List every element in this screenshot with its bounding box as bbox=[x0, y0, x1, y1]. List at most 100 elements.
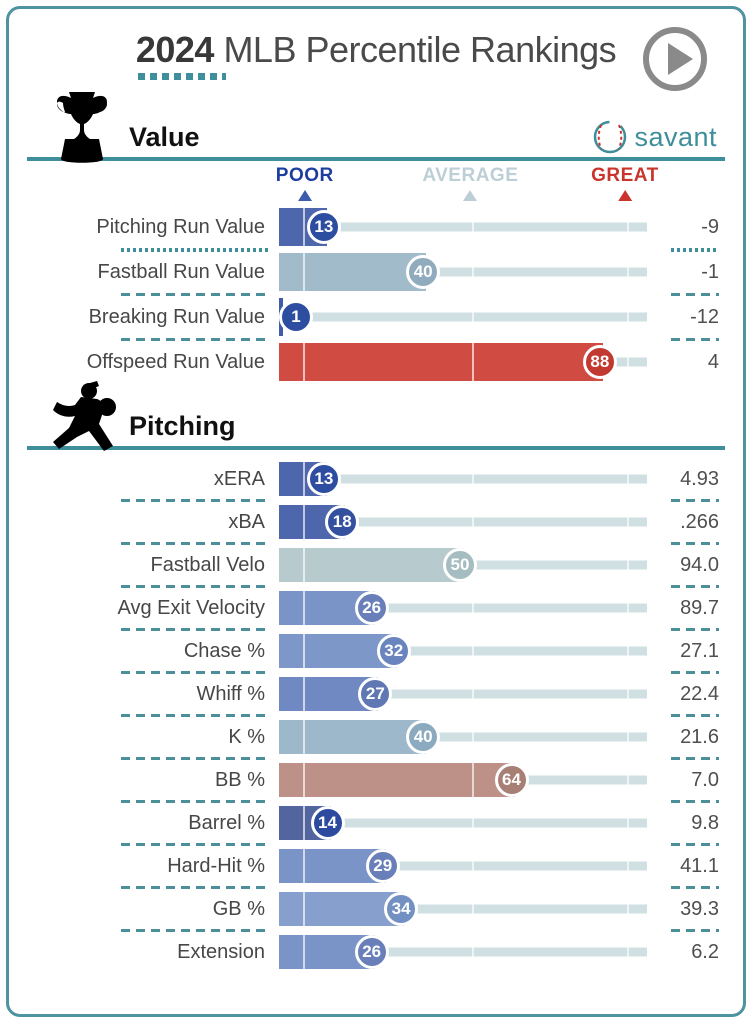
percentile-bar[interactable]: 40 bbox=[279, 718, 647, 756]
bar-track bbox=[279, 267, 647, 277]
row-separator bbox=[33, 670, 719, 675]
percentile-badge: 26 bbox=[354, 591, 389, 625]
percentile-badge: 14 bbox=[310, 806, 345, 840]
percentile-bar[interactable]: 32 bbox=[279, 632, 647, 670]
row-label: Fastball Velo bbox=[150, 553, 265, 576]
bar-track bbox=[279, 222, 647, 232]
row-label: Barrel % bbox=[188, 811, 265, 834]
row-separator bbox=[33, 498, 719, 503]
percentile-bar[interactable]: 26 bbox=[279, 933, 647, 971]
percentile-bar[interactable]: 1 bbox=[279, 297, 647, 337]
percentile-bar[interactable]: 64 bbox=[279, 761, 647, 799]
metric-row-avg-exit-velocity: Avg Exit Velocity 26 89.7 bbox=[33, 589, 719, 627]
percentile-badge: 1 bbox=[279, 300, 313, 334]
metric-row-bb-pct: BB % 64 7.0 bbox=[33, 761, 719, 799]
metric-row-hard-hit-pct: Hard-Hit % 29 41.1 bbox=[33, 847, 719, 885]
row-label: Avg Exit Velocity bbox=[117, 596, 265, 619]
scale-poor: POOR bbox=[276, 165, 334, 201]
percentile-bar[interactable]: 13 bbox=[279, 207, 647, 247]
metric-row-xera: xERA 13 4.93 bbox=[33, 460, 719, 498]
row-label: Breaking Run Value bbox=[88, 305, 265, 328]
title-rest: MLB Percentile Rankings bbox=[213, 29, 617, 70]
savant-brand[interactable]: savant bbox=[592, 119, 717, 155]
metric-row-k-pct: K % 40 21.6 bbox=[33, 718, 719, 756]
page-title: 2024 MLB Percentile Rankings bbox=[135, 29, 617, 80]
row-label: K % bbox=[228, 725, 265, 748]
percentile-badge: 88 bbox=[582, 345, 617, 379]
value-rows: Pitching Run Value 13 -9 Fastball Run Va… bbox=[33, 207, 719, 382]
poor-triangle-icon bbox=[297, 190, 312, 201]
metric-row-pitching-run-value: Pitching Run Value 13 -9 bbox=[33, 207, 719, 247]
percentile-bar[interactable]: 34 bbox=[279, 890, 647, 928]
row-value: 9.8 bbox=[691, 811, 719, 834]
value-section-header: Value savant bbox=[27, 92, 725, 163]
play-icon bbox=[643, 27, 707, 91]
bar-track bbox=[279, 312, 647, 322]
row-value: 27.1 bbox=[680, 639, 719, 662]
row-label: GB % bbox=[212, 897, 265, 920]
row-value: 21.6 bbox=[680, 725, 719, 748]
row-separator bbox=[33, 247, 719, 252]
pitcher-icon bbox=[45, 381, 125, 460]
bar-track bbox=[279, 904, 647, 914]
bar-fill bbox=[279, 892, 405, 926]
title-underline-dots bbox=[137, 73, 226, 80]
row-value: 22.4 bbox=[680, 682, 719, 705]
metric-row-offspeed-run-value: Offspeed Run Value 88 4 bbox=[33, 342, 719, 382]
metric-row-barrel-pct: Barrel % 14 9.8 bbox=[33, 804, 719, 842]
row-value: 7.0 bbox=[691, 768, 719, 791]
bar-fill bbox=[279, 763, 515, 797]
percentile-badge: 29 bbox=[365, 849, 400, 883]
title-year: 2024 bbox=[135, 29, 215, 70]
title-row: 2024 MLB Percentile Rankings bbox=[33, 21, 719, 97]
row-value: 4 bbox=[707, 350, 719, 373]
bar-fill bbox=[279, 253, 427, 291]
play-button[interactable] bbox=[641, 25, 709, 93]
row-separator bbox=[33, 584, 719, 589]
row-label: Chase % bbox=[183, 639, 265, 662]
bar-track bbox=[279, 947, 647, 957]
row-separator bbox=[33, 337, 719, 342]
great-triangle-icon bbox=[617, 190, 632, 201]
percentile-bar[interactable]: 40 bbox=[279, 252, 647, 292]
bar-track bbox=[279, 732, 647, 742]
percentile-bar[interactable]: 88 bbox=[279, 342, 647, 382]
percentile-bar[interactable]: 26 bbox=[279, 589, 647, 627]
percentile-badge: 18 bbox=[325, 505, 360, 539]
baseball-icon bbox=[594, 120, 627, 154]
percentile-badge: 27 bbox=[358, 677, 393, 711]
pitching-section-title: Pitching bbox=[129, 411, 236, 441]
pitching-rows: xERA 13 4.93 xBA 18 .266 Fastball Velo bbox=[33, 460, 719, 971]
row-label: xBA bbox=[228, 510, 265, 533]
savant-wordmark: savant bbox=[634, 121, 717, 152]
row-separator bbox=[33, 928, 719, 933]
percentile-badge: 13 bbox=[306, 462, 341, 496]
percentile-badge: 13 bbox=[306, 210, 341, 244]
row-value: .266 bbox=[680, 510, 719, 533]
percentile-bar[interactable]: 27 bbox=[279, 675, 647, 713]
percentile-bar[interactable]: 14 bbox=[279, 804, 647, 842]
row-value: -12 bbox=[690, 305, 719, 328]
percentile-badge: 50 bbox=[443, 548, 477, 582]
percentile-rankings-card: 2024 MLB Percentile Rankings Value savan… bbox=[6, 6, 746, 1017]
percentile-badge: 40 bbox=[406, 255, 441, 289]
percentile-bar[interactable]: 13 bbox=[279, 460, 647, 498]
row-separator bbox=[33, 627, 719, 632]
scale-average: AVERAGE bbox=[422, 165, 518, 201]
row-value: 89.7 bbox=[680, 596, 719, 619]
trophy-icon bbox=[45, 90, 119, 171]
row-separator bbox=[33, 541, 719, 546]
percentile-bar[interactable]: 18 bbox=[279, 503, 647, 541]
row-label: BB % bbox=[214, 768, 265, 791]
row-label: Pitching Run Value bbox=[96, 215, 265, 238]
percentile-bar[interactable]: 50 bbox=[279, 546, 647, 584]
bar-track bbox=[279, 861, 647, 871]
metric-row-breaking-run-value: Breaking Run Value 1 -12 bbox=[33, 297, 719, 337]
row-value: 39.3 bbox=[680, 897, 719, 920]
section-rule bbox=[27, 157, 725, 161]
row-value: 6.2 bbox=[691, 940, 719, 963]
percentile-bar[interactable]: 29 bbox=[279, 847, 647, 885]
bar-track bbox=[279, 474, 647, 484]
row-value: 4.93 bbox=[680, 467, 719, 490]
metric-row-fastball-velo: Fastball Velo 50 94.0 bbox=[33, 546, 719, 584]
